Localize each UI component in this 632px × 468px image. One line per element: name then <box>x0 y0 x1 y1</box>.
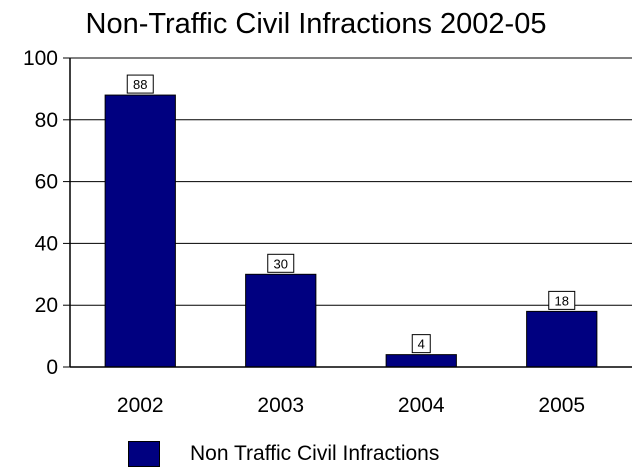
legend: Non Traffic Civil Infractions <box>128 440 439 468</box>
data-label-box <box>411 334 431 354</box>
x-tick-labels: 2002 2003 2004 2005 <box>117 394 585 417</box>
legend-label: Non Traffic Civil Infractions <box>190 442 440 465</box>
data-labels: 88 30 4 18 <box>126 74 576 354</box>
y-tick-label: 100 <box>23 47 58 70</box>
bar-chart: 0 20 40 60 80 100 2002 2003 2004 2005 88 30 4 18 <box>23 47 632 417</box>
bar <box>245 273 317 368</box>
bar <box>526 310 598 368</box>
x-tick-label: 2005 <box>538 394 585 417</box>
axes <box>69 58 632 368</box>
y-tick-label: 0 <box>46 356 58 379</box>
y-tick-label: 80 <box>35 109 58 132</box>
y-tick-label: 40 <box>35 232 58 255</box>
chart-title: Non-Traffic Civil Infractions 2002-05 <box>85 8 547 40</box>
data-label-box <box>267 253 295 273</box>
x-tick-label: 2004 <box>398 394 445 417</box>
x-tick-label: 2002 <box>117 394 164 417</box>
legend-swatch <box>128 441 160 467</box>
data-label-box <box>126 74 154 94</box>
data-label: 18 <box>555 293 569 308</box>
bar <box>104 94 176 368</box>
data-label: 30 <box>274 256 288 271</box>
bars <box>104 94 598 368</box>
x-tick-label: 2003 <box>257 394 304 417</box>
y-tick-label: 60 <box>35 171 58 194</box>
data-label: 88 <box>133 77 147 92</box>
bar <box>385 354 457 368</box>
y-tick-label: 20 <box>35 294 58 317</box>
data-label: 4 <box>418 337 425 352</box>
data-label-box <box>548 290 576 310</box>
y-tick-labels: 0 20 40 60 80 100 <box>23 47 70 379</box>
